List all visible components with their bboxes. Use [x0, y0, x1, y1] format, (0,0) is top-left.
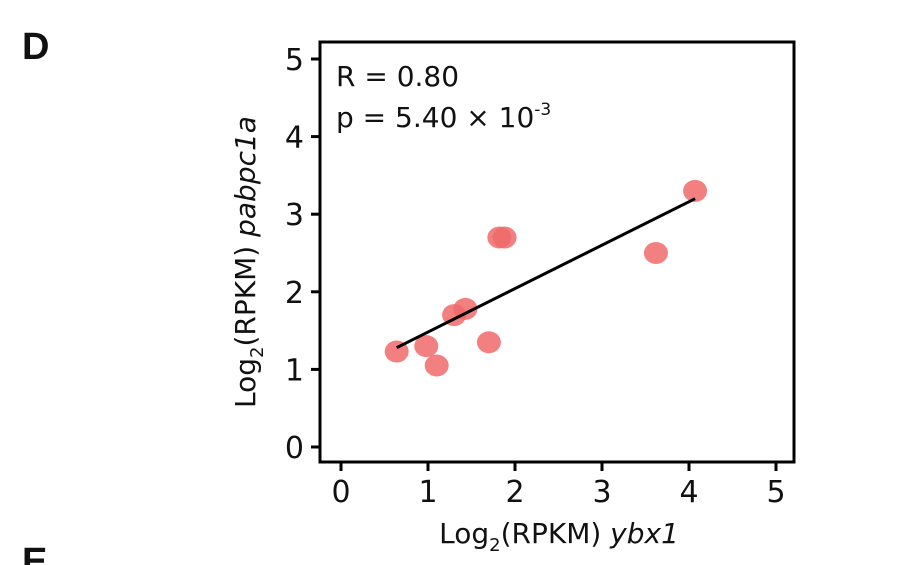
- data-point: [424, 354, 449, 377]
- x-tick-label: 0: [331, 475, 350, 510]
- correlation-r-text: R = 0.80: [336, 60, 459, 93]
- data-point: [643, 242, 668, 264]
- panel-label-d: D: [22, 26, 49, 68]
- x-label-subscript: 2: [489, 535, 500, 556]
- y-axis-label: Log2(RPKM) pabpc1a: [229, 116, 268, 408]
- x-tick-label: 3: [592, 475, 611, 510]
- p-value-text: p = 5.40 × 10-3: [336, 100, 551, 134]
- x-axis-label: Log2(RPKM) ybx1: [439, 517, 679, 556]
- scatter-plot: 0 1 2 3 4 5 0 1 2 3 4 5 R = 0.80 p = 5.40 × 10-3 L…: [229, 40, 796, 556]
- data-point: [683, 179, 708, 202]
- y-label-prefix: Log: [229, 358, 262, 408]
- data-point: [414, 335, 439, 358]
- y-label-mid: (RPKM): [229, 237, 262, 347]
- x-tick-label: 4: [679, 475, 698, 510]
- x-tick-label: 5: [766, 475, 785, 510]
- x-tick-label: 2: [505, 475, 524, 510]
- y-tick-label: 3: [285, 198, 304, 233]
- panel-label-e: E: [22, 541, 47, 565]
- y-tick-label: 5: [285, 43, 304, 78]
- p-value-exponent: -3: [534, 100, 551, 120]
- data-point: [492, 226, 517, 249]
- y-tick-label: 4: [285, 121, 304, 156]
- p-value-base: p = 5.40 × 10: [336, 101, 534, 134]
- regression-line: [396, 197, 696, 350]
- y-axis-ticks: 0 1 2 3 4 5: [285, 43, 320, 466]
- data-point: [453, 297, 478, 320]
- y-label-gene: pabpc1a: [229, 116, 262, 238]
- plot-frame: [318, 40, 796, 464]
- y-label-subscript: 2: [247, 347, 268, 358]
- x-label-mid: (RPKM): [501, 517, 611, 550]
- x-tick-label: 1: [418, 475, 437, 510]
- y-tick-label: 2: [285, 276, 304, 311]
- x-axis-ticks: 0 1 2 3 4 5: [331, 462, 786, 510]
- data-point: [476, 331, 501, 354]
- data-points: [384, 179, 708, 377]
- y-tick-label: 1: [285, 353, 304, 388]
- x-label-gene: ybx1: [609, 517, 679, 550]
- x-label-prefix: Log: [439, 517, 489, 550]
- y-tick-label: 0: [285, 431, 304, 466]
